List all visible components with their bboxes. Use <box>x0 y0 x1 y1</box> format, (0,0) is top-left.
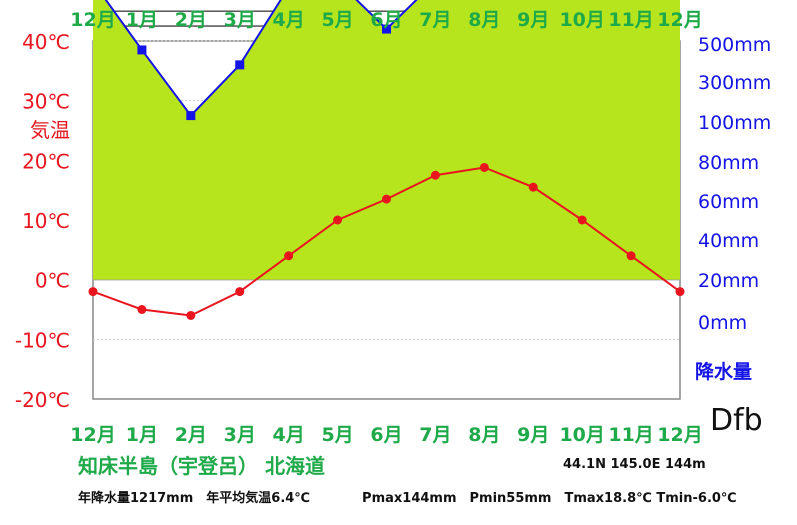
precipitation-point <box>186 111 196 121</box>
month-label: 4月 <box>273 9 305 31</box>
temperature-tick: 0℃ <box>35 269 70 293</box>
temperature-point <box>382 194 391 204</box>
precipitation-point <box>235 60 245 70</box>
temperature-tick: -20℃ <box>15 388 70 412</box>
month-label: 3月 <box>224 424 256 446</box>
month-label: 12月 <box>70 9 115 31</box>
month-label: 2月 <box>175 424 207 446</box>
temperature-point <box>88 287 98 297</box>
month-label: 8月 <box>468 424 500 446</box>
precipitation-tick: 300mm <box>698 72 771 94</box>
precipitation-tick: 40mm <box>698 230 759 252</box>
temperature-series <box>88 162 685 320</box>
month-label: 9月 <box>517 424 549 446</box>
temperature-point <box>284 251 294 261</box>
location-name: 知床半島（宇登呂） 北海道 <box>78 454 325 478</box>
temperature-axis-title: 気温 <box>30 118 70 142</box>
temperature-point <box>675 287 685 297</box>
temperature-tick-labels: 40℃ 30℃ 20℃ 10℃ 0℃ -10℃ -20℃ <box>15 30 70 412</box>
temperature-point <box>626 251 636 261</box>
temperature-point <box>528 182 538 192</box>
temperature-tick: 30℃ <box>22 90 70 114</box>
temperature-tick: 20℃ <box>22 149 70 173</box>
month-label: 11月 <box>608 9 653 31</box>
climate-statistics: 年降水量1217mm 年平均気温6.4℃ Pmax144mm Pmin55mm … <box>78 491 737 506</box>
precipitation-tick: 20mm <box>698 270 759 292</box>
precipitation-point <box>382 24 391 34</box>
month-label: 6月 <box>370 9 402 31</box>
precipitation-tick: 60mm <box>698 191 759 213</box>
month-label: 9月 <box>517 9 549 31</box>
location-coordinates: 44.1N 145.0E 144m <box>563 457 706 472</box>
month-label: 3月 <box>224 9 256 31</box>
precipitation-tick: 0mm <box>698 312 747 334</box>
precipitation-tick: 500mm <box>698 34 771 56</box>
month-label: 1月 <box>126 9 158 31</box>
precipitation-axis-title: 降水量 <box>695 360 752 383</box>
month-label: 12月 <box>70 424 115 446</box>
month-label: 2月 <box>175 9 207 31</box>
temperature-tick: 10℃ <box>22 209 70 233</box>
precipitation-fill <box>93 0 680 280</box>
month-label: 10月 <box>559 9 604 31</box>
month-label: 5月 <box>321 424 353 446</box>
temperature-point <box>577 215 587 225</box>
temperature-point <box>235 287 245 297</box>
month-label: 5月 <box>321 9 353 31</box>
precipitation-tick: 80mm <box>698 152 759 174</box>
month-label: 7月 <box>419 9 451 31</box>
dry-season-fill <box>93 0 680 280</box>
temperature-point <box>333 215 343 225</box>
precipitation-tick-labels: 500mm 300mm 100mm 80mm 60mm 40mm 20mm 0mm <box>698 34 771 334</box>
temperature-tick: -10℃ <box>15 328 70 352</box>
month-label: 8月 <box>468 9 500 31</box>
month-label: 1月 <box>126 424 158 446</box>
month-label: 6月 <box>370 424 402 446</box>
month-label: 11月 <box>608 424 653 446</box>
temperature-point <box>186 310 196 320</box>
temperature-point <box>137 305 147 314</box>
top-month-labels: 12月 1月 2月 3月 4月 5月 6月 7月 8月 9月 10月 11月 12月 <box>70 9 702 31</box>
temperature-point <box>430 170 440 180</box>
month-label: 12月 <box>657 424 702 446</box>
climate-class-label: Dfb <box>710 403 763 438</box>
precipitation-point <box>137 45 147 55</box>
temperature-tick: 40℃ <box>22 30 70 54</box>
precipitation-tick: 100mm <box>698 112 771 134</box>
precipitation-series <box>104 0 418 121</box>
bottom-month-labels: 12月 1月 2月 3月 4月 5月 6月 7月 8月 9月 10月 11月 12月 <box>70 424 702 446</box>
month-label: 10月 <box>559 424 604 446</box>
month-label: 12月 <box>657 9 702 31</box>
temperature-point <box>479 162 489 172</box>
month-label: 7月 <box>419 424 451 446</box>
month-label: 4月 <box>273 424 305 446</box>
